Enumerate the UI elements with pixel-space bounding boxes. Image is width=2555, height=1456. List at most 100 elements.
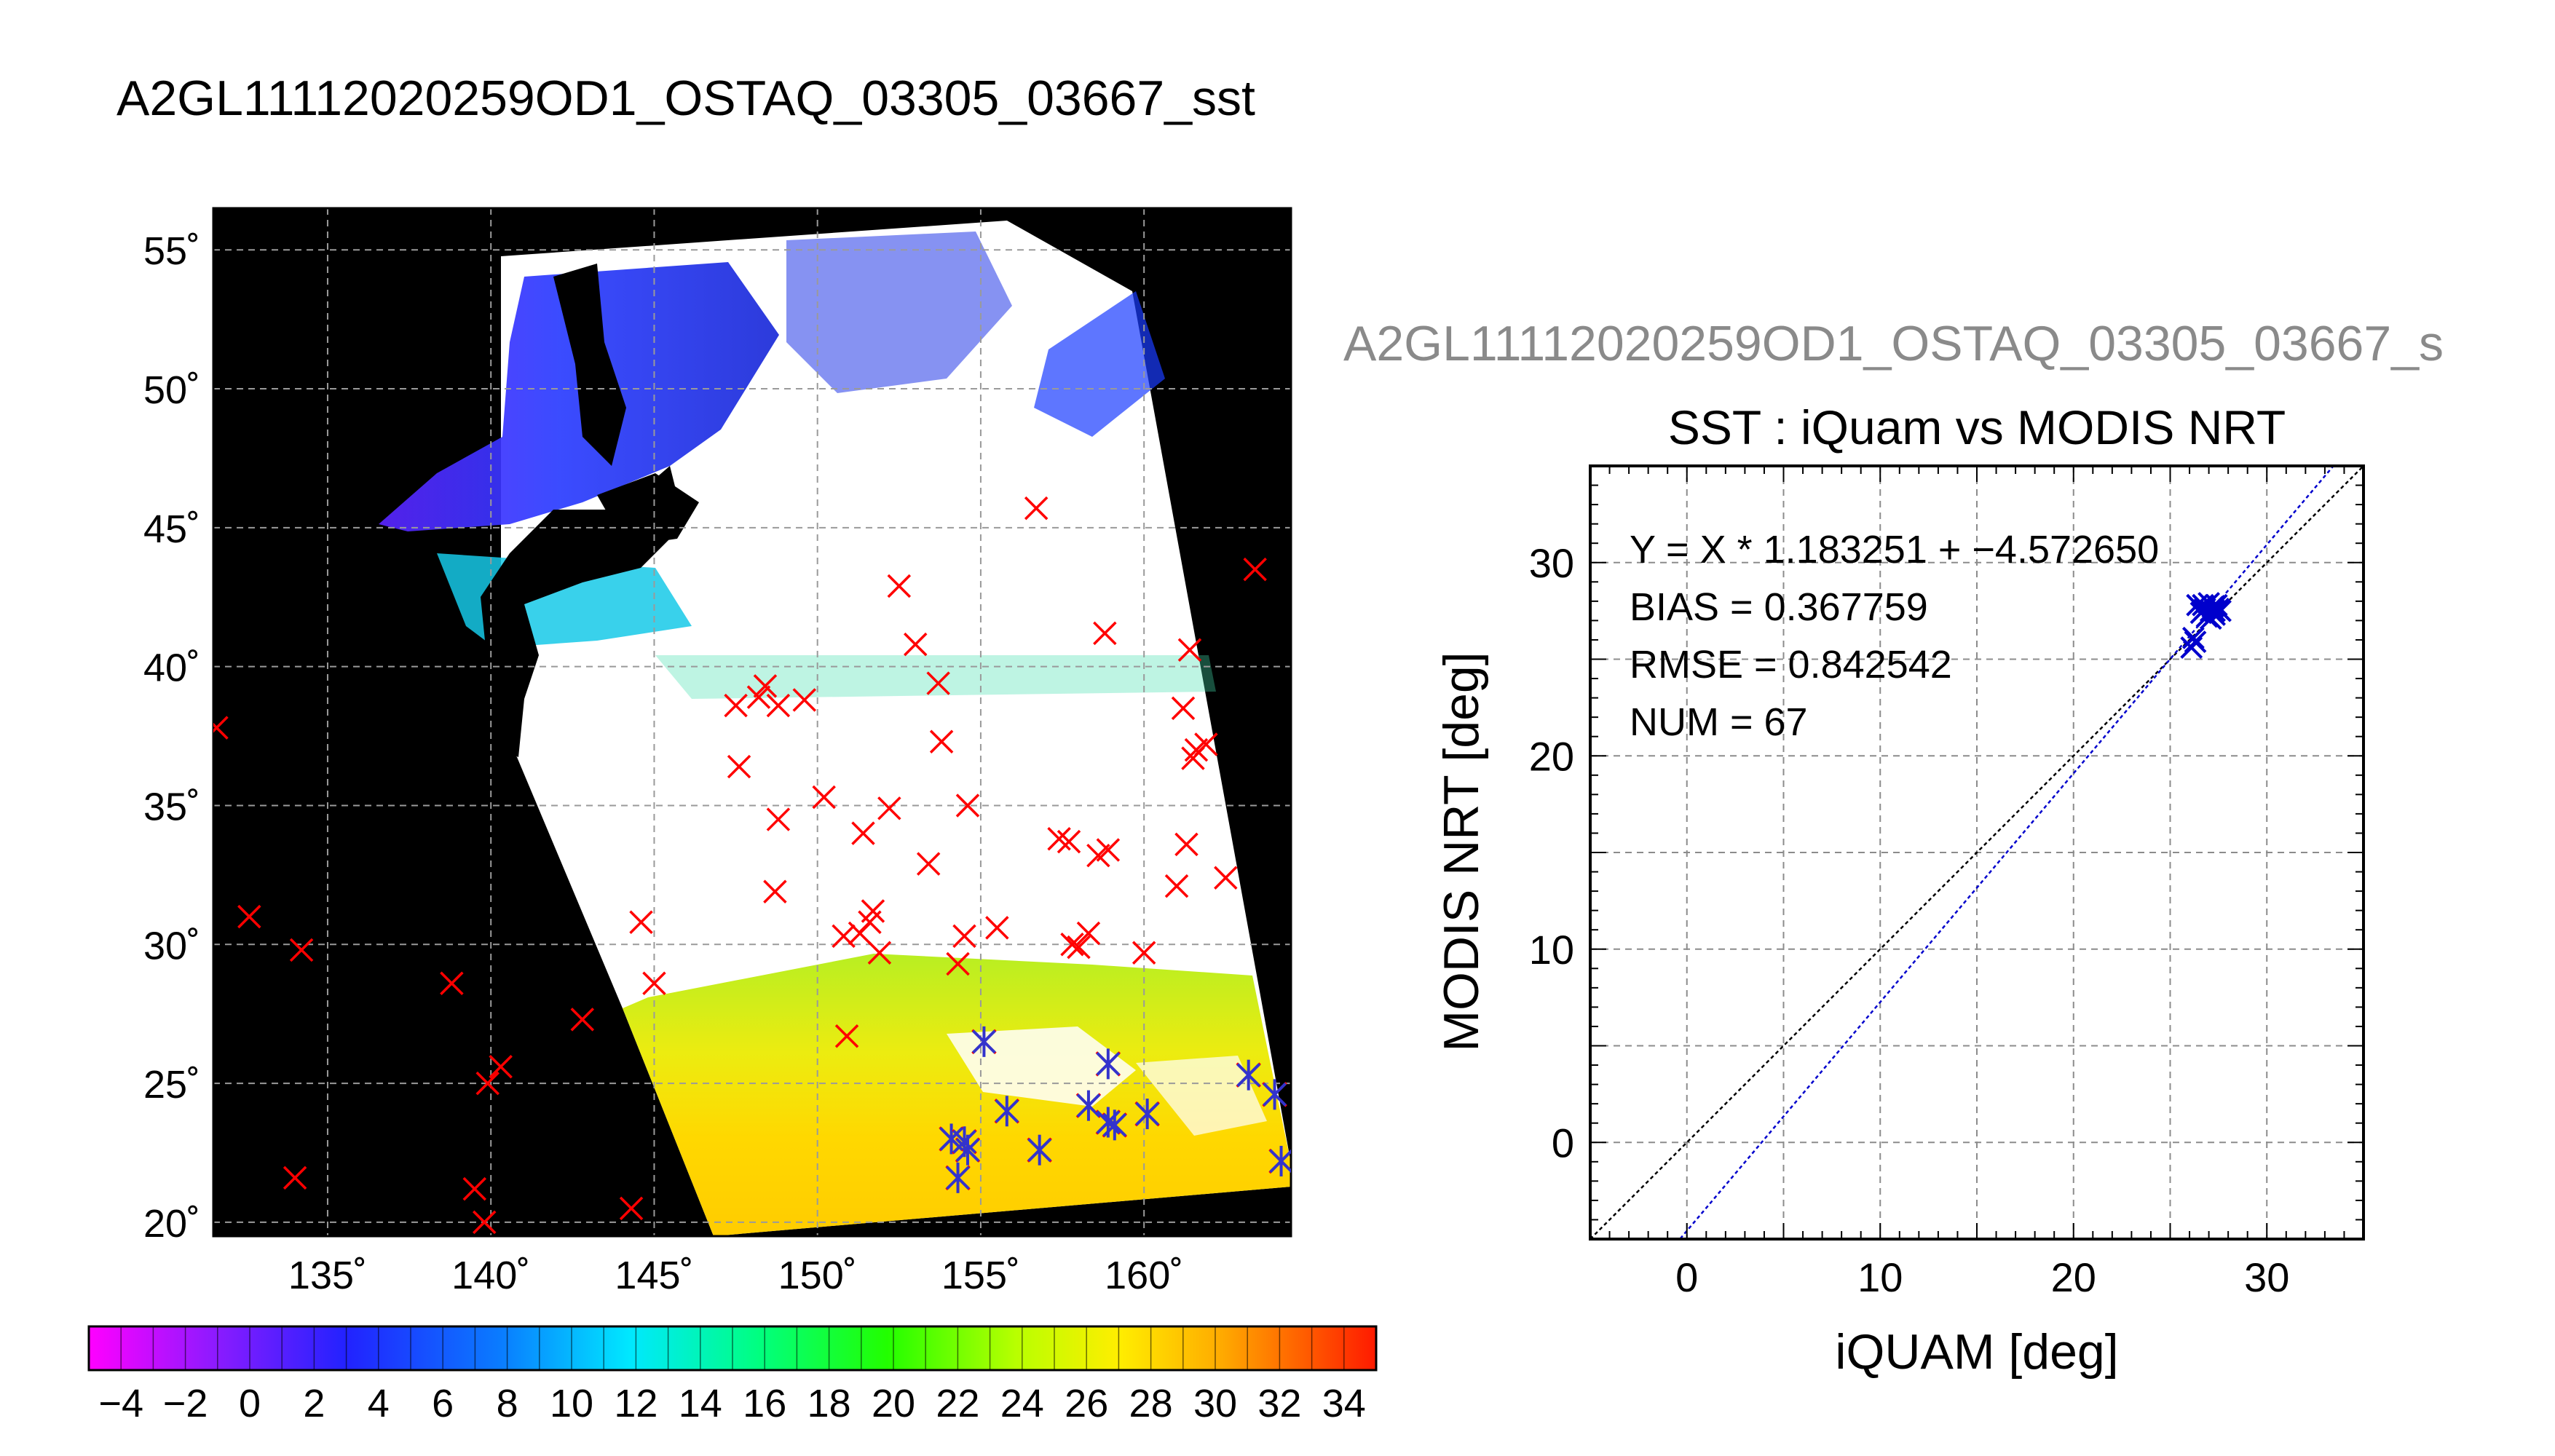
scatter-ylabel: MODIS NRT [deg] — [1434, 652, 1489, 1051]
scatter-lines — [1590, 466, 2364, 1239]
buoy-marker — [570, 1008, 595, 1032]
buoy-marker — [766, 693, 791, 718]
buoy-marker — [1243, 557, 1267, 582]
buoy-marker — [812, 785, 836, 810]
matched-marker — [1263, 1082, 1287, 1107]
buoy-marker — [952, 924, 976, 949]
matched-marker — [1076, 1093, 1101, 1118]
buoy-marker — [283, 1166, 307, 1190]
matched-marker — [995, 1099, 1019, 1123]
buoy-marker — [1164, 874, 1189, 898]
buoy-marker — [1171, 696, 1196, 721]
scatter-point — [2192, 593, 2215, 617]
overlay-title: A2GL11112020259OD1_OSTAQ_03305_03667_s — [1343, 316, 2444, 371]
colorbar: −4 −2 0 2 4 6 8 10 12 14 16 18 20 22 24 26 28 30 32 34 — [87, 1325, 1378, 1425]
scatter-stats: Y = X * 1.183251 + −4.572650 BIAS = 0.36… — [1630, 528, 2159, 744]
buoy-marker — [877, 796, 901, 820]
colorbar-frame — [87, 1325, 1378, 1372]
buoy-marker — [955, 794, 980, 818]
buoy-marker — [1093, 621, 1117, 646]
colorbar-tick-label: 12 — [614, 1382, 657, 1425]
matched-marker — [1269, 1149, 1291, 1174]
buoy-marker — [1214, 866, 1238, 890]
matched-marker — [946, 1166, 970, 1190]
buoy-marker — [861, 899, 885, 923]
map-xtick-label: 145˚ — [615, 1254, 693, 1297]
colorbar-tick-label: 14 — [679, 1382, 722, 1425]
buoy-marker — [926, 671, 950, 695]
sst-compare: A2GL11112020259OD1_OSTAQ_03305_03667_s S… — [1343, 316, 2444, 1380]
warm-sea-region — [623, 954, 1291, 1236]
buoy-marker — [851, 821, 875, 845]
matched-marker — [952, 1129, 976, 1154]
buoy-marker — [237, 904, 261, 929]
scatter-ticks: 0 10 20 30 0 10 20 30 — [1529, 465, 2364, 1300]
buoy-marker — [1132, 941, 1156, 965]
buoy-marker — [489, 1054, 513, 1079]
buoy-marker — [475, 1071, 499, 1096]
buoy-marker — [985, 916, 1009, 940]
buoy-marker — [289, 938, 314, 962]
fit-equation: Y = X * 1.183251 + −4.572650 — [1630, 528, 2159, 571]
buoy-marker — [929, 729, 954, 753]
buoy-marker — [462, 1176, 487, 1201]
colorbar-tick-label: 20 — [872, 1382, 915, 1425]
map-ytick-label: 35˚ — [143, 785, 200, 828]
okhotsk-region — [786, 232, 1012, 393]
buoy-marker — [724, 693, 748, 718]
buoy-marker — [1060, 933, 1084, 957]
buoy-marker — [867, 941, 892, 965]
scatter-ytick-label: 0 — [1552, 1120, 1574, 1166]
scatter-title: SST : iQuam vs MODIS NRT — [1668, 400, 2286, 454]
scatter-ytick-label: 30 — [1529, 540, 1574, 586]
buoy-marker — [946, 951, 970, 976]
buoy-marker — [916, 852, 941, 876]
colorbar-tick-label: 32 — [1257, 1382, 1301, 1425]
map-tick-labels: 135˚ 140˚ 145˚ 150˚ 155˚ 160˚ 20˚ 25˚ 30˚ 35˚ 40˚ 4… — [143, 229, 1183, 1297]
map-xtick-label: 140˚ — [451, 1254, 530, 1297]
buoy-marker — [763, 879, 787, 904]
buoy-marker — [1057, 829, 1081, 854]
buoy-marker — [834, 1024, 859, 1048]
map-ytick-label: 40˚ — [143, 646, 200, 690]
buoy-marker — [213, 716, 229, 733]
scatter-point — [2184, 630, 2207, 654]
colorbar-tick-label: 4 — [368, 1382, 390, 1425]
buoy-marker — [1194, 732, 1218, 756]
map-ytick-label: 20˚ — [143, 1202, 200, 1246]
matched-marker — [972, 1029, 996, 1054]
buoy-marker — [1174, 832, 1198, 857]
colorbar-tick-label: 2 — [303, 1382, 325, 1425]
map-xtick-label: 160˚ — [1105, 1254, 1183, 1297]
buoy-marker — [746, 685, 771, 709]
scatter-xtick-label: 0 — [1675, 1254, 1698, 1300]
colorbar-tick-label: −4 — [98, 1382, 143, 1425]
matched-marker — [1027, 1138, 1052, 1163]
matched-marker — [1096, 1051, 1121, 1076]
rmse-label: RMSE = 0.842542 — [1630, 643, 1952, 687]
colorbar-tick-label: 26 — [1065, 1382, 1108, 1425]
buoy-marker — [1177, 638, 1202, 662]
buoy-marker — [727, 754, 751, 779]
buoy-marker — [1096, 838, 1121, 862]
map-buoy-markers — [213, 496, 1291, 1235]
num-label: NUM = 67 — [1630, 700, 1808, 744]
colorbar-tick-label: 30 — [1193, 1382, 1237, 1425]
buoy-marker — [832, 924, 856, 949]
map-xtick-label: 150˚ — [778, 1254, 857, 1297]
scatter-ytick-label: 20 — [1529, 733, 1574, 779]
colorbar-tick-label: 34 — [1322, 1382, 1366, 1425]
sst-map: 135˚ 140˚ 145˚ 150˚ 155˚ 160˚ 20˚ 25˚ 30˚ 35˚ 40˚ 4… — [143, 207, 1292, 1297]
colorbar-tick-label: 22 — [936, 1382, 979, 1425]
fit-line — [1678, 466, 2335, 1239]
buoy-marker — [473, 1210, 497, 1235]
map-ytick-label: 50˚ — [143, 368, 200, 412]
buoy-marker — [792, 688, 816, 712]
map-frame — [212, 207, 1292, 1238]
matched-marker — [1236, 1063, 1261, 1088]
sakhalin-land — [553, 264, 626, 466]
identity-line — [1590, 466, 2364, 1239]
scatter-xtick-label: 20 — [2051, 1254, 2096, 1300]
buoy-marker — [887, 574, 912, 598]
matched-marker — [1135, 1101, 1160, 1126]
